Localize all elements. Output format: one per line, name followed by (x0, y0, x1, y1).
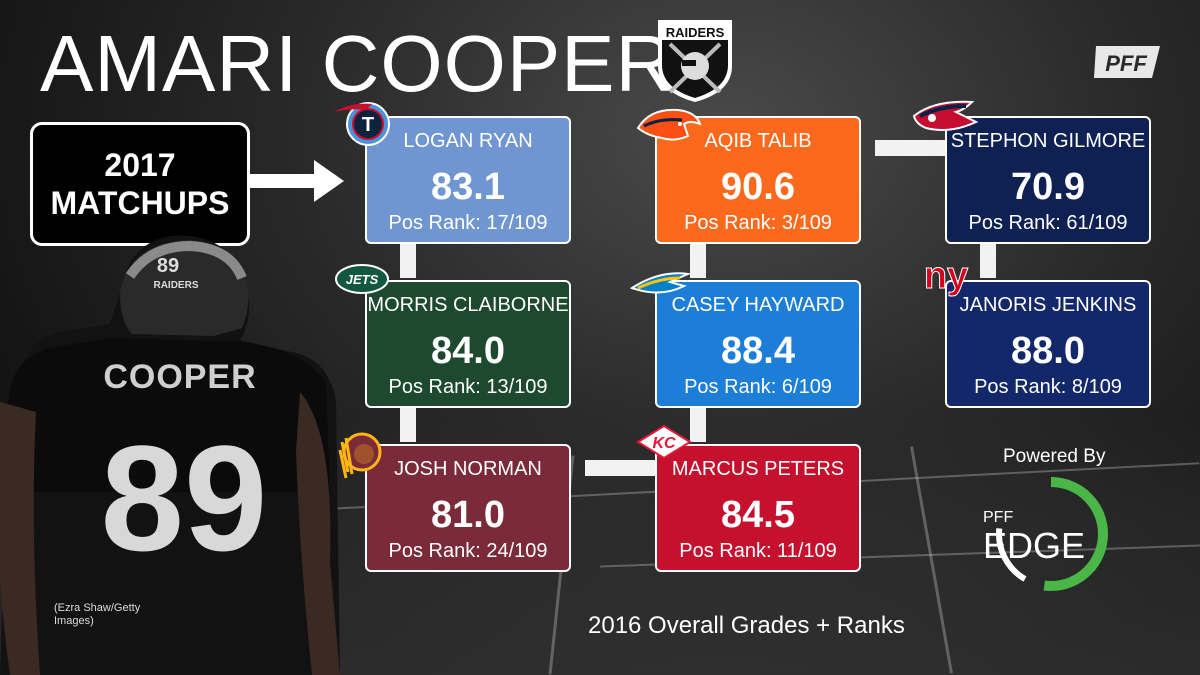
card-grade: 70.9 (1011, 166, 1085, 208)
matchup-card-marcus-peters: MARCUS PETERS 84.5 Pos Rank: 11/109 (655, 444, 861, 572)
card-pos-rank: Pos Rank: 13/109 (388, 376, 548, 398)
chiefs-icon: KC (636, 424, 692, 460)
card-player-name: LOGAN RYAN (403, 130, 533, 152)
card-pos-rank: Pos Rank: 8/109 (974, 376, 1122, 398)
card-grade: 81.0 (431, 494, 505, 536)
broncos-icon (636, 108, 702, 141)
card-player-name: JANORIS JENKINS (959, 294, 1137, 316)
matchup-card-janoris-jenkins: JANORIS JENKINS 88.0 Pos Rank: 8/109 (945, 280, 1151, 408)
chargers-icon (630, 272, 690, 294)
giants-logo-text: ny (924, 256, 968, 297)
helmet-text: RAIDERS (153, 280, 198, 291)
connector-line (875, 140, 945, 156)
card-pos-rank: Pos Rank: 11/109 (679, 540, 837, 562)
card-pos-rank: Pos Rank: 6/109 (684, 376, 832, 398)
jersey-name: COOPER (103, 358, 256, 396)
card-player-name: AQIB TALIB (704, 130, 812, 152)
titans-icon: T (334, 102, 390, 146)
pff-logo-icon: PFF (1094, 46, 1160, 78)
powered-by-label: Powered By (1003, 446, 1106, 467)
matchup-card-josh-norman: JOSH NORMAN 81.0 Pos Rank: 24/109 (365, 444, 571, 572)
card-pos-rank: Pos Rank: 17/109 (388, 212, 548, 234)
card-player-name: JOSH NORMAN (394, 458, 542, 480)
pff-edge-logo-icon: PFF EDGE (983, 477, 1108, 591)
player-photo: 89 RAIDERS COOPER 89 (0, 235, 340, 675)
card-grade: 84.0 (431, 330, 505, 372)
card-grade: 90.6 (721, 166, 795, 208)
card-pos-rank: Pos Rank: 61/109 (968, 212, 1128, 234)
matchup-card-stephon-gilmore: STEPHON GILMORE 70.9 Pos Rank: 61/109 (945, 116, 1151, 244)
svg-text:T: T (362, 114, 374, 136)
card-grade: 88.0 (1011, 330, 1085, 372)
card-player-name: MORRIS CLAIBORNE (367, 294, 569, 316)
card-grade: 83.1 (431, 166, 505, 208)
card-grade: 88.4 (721, 330, 795, 372)
matchups-word: MATCHUPS (50, 185, 230, 221)
pff-logo-text: PFF (1105, 51, 1147, 76)
card-player-name: STEPHON GILMORE (950, 130, 1146, 152)
matchup-card-casey-hayward: CASEY HAYWARD 88.4 Pos Rank: 6/109 (655, 280, 861, 408)
connector-line (400, 244, 416, 278)
matchups-label-box: 2017 MATCHUPS (30, 122, 250, 246)
giants-icon: ny (923, 256, 968, 298)
field-line (910, 446, 953, 674)
connector-line (400, 408, 416, 442)
matchup-card-aqib-talib: AQIB TALIB 90.6 Pos Rank: 3/109 (655, 116, 861, 244)
redskins-icon (338, 432, 382, 479)
jets-logo-text: JETS (346, 272, 379, 287)
arrow-right-icon (248, 160, 344, 202)
jets-icon: JETS (335, 264, 389, 294)
matchup-card-morris-claiborne: MORRIS CLAIBORNE 84.0 Pos Rank: 13/109 (365, 280, 571, 408)
page-title: AMARI COOPER (40, 19, 675, 108)
jersey-number: 89 (101, 414, 268, 582)
photo-credit-line: (Ezra Shaw/Getty (54, 602, 141, 614)
card-player-name: CASEY HAYWARD (671, 294, 845, 316)
helmet-number: 89 (157, 255, 179, 277)
footer-caption: 2016 Overall Grades + Ranks (588, 612, 905, 639)
photo-credit-line: Images) (54, 615, 94, 627)
edge-logo-main-text: EDGE (983, 525, 1085, 566)
svg-text:KC: KC (652, 435, 676, 452)
connector-line (585, 460, 655, 476)
connector-line (980, 244, 996, 278)
card-pos-rank: Pos Rank: 3/109 (684, 212, 832, 234)
matchup-card-logan-ryan: LOGAN RYAN 83.1 Pos Rank: 17/109 (365, 116, 571, 244)
connector-line (690, 244, 706, 278)
raiders-logo-icon: RAIDERS (658, 20, 732, 102)
matchups-year: 2017 (104, 147, 176, 183)
card-grade: 84.5 (721, 494, 795, 536)
card-pos-rank: Pos Rank: 24/109 (388, 540, 548, 562)
photo-credit: (Ezra Shaw/Getty Images) (54, 602, 140, 628)
patriots-icon (912, 100, 979, 131)
raiders-logo-text: RAIDERS (666, 25, 725, 40)
connector-line (690, 408, 706, 442)
card-player-name: MARCUS PETERS (671, 458, 845, 480)
edge-logo-top-text: PFF (983, 509, 1013, 526)
